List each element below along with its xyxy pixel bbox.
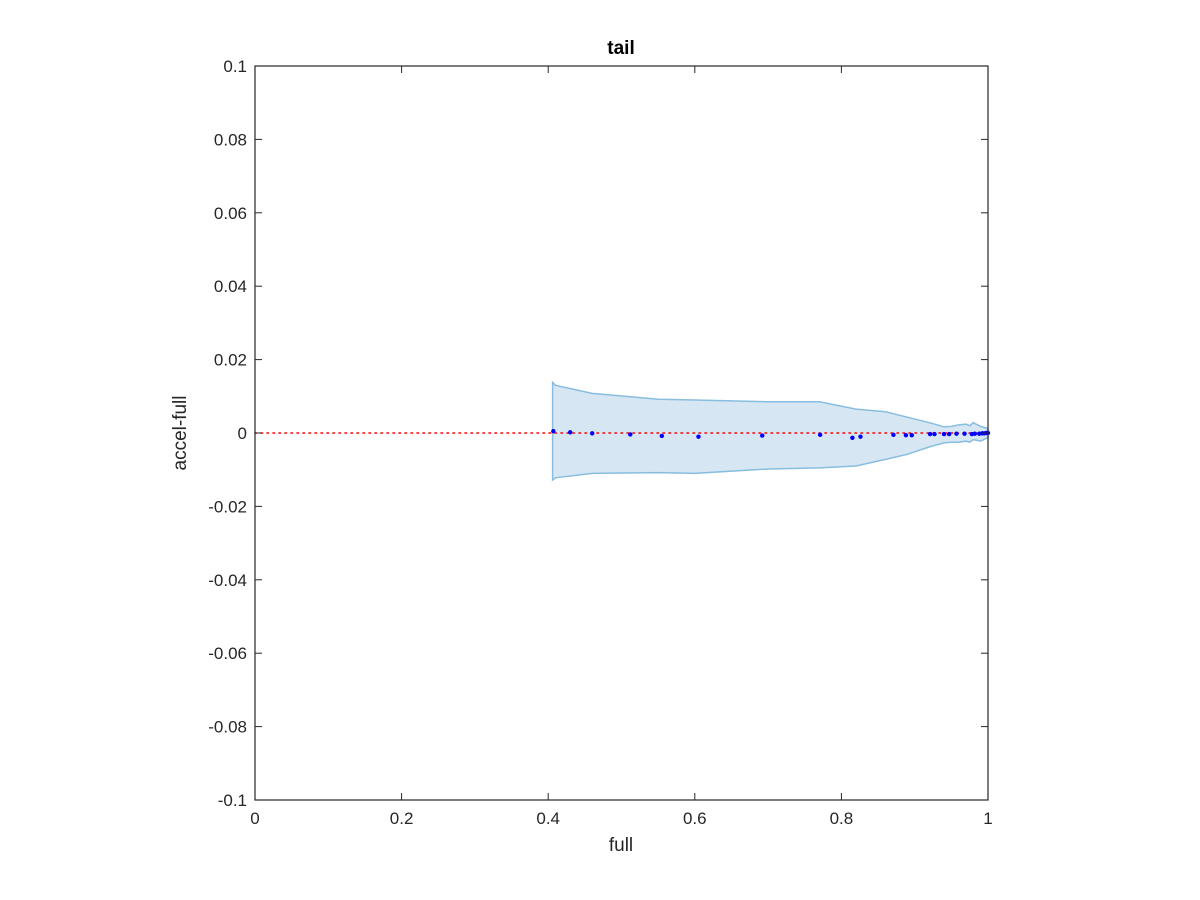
x-tick-label: 0.8: [830, 809, 854, 828]
y-tick-label: 0.1: [223, 57, 247, 76]
axes: 0 0.2 0.4 0.6 0.8 1 -0.1 -0.08 -0.06 -0.04 -0.02 0 0…: [208, 57, 992, 828]
y-tick-label: -0.04: [208, 571, 247, 590]
y-tick-label: -0.02: [208, 497, 247, 516]
data-point: [927, 431, 933, 437]
x-tick-label: 0.2: [390, 809, 414, 828]
data-point: [589, 431, 595, 436]
data-point: [659, 433, 665, 439]
x-tick-label: 0.6: [683, 809, 707, 828]
x-tick-label: 0: [250, 809, 259, 828]
y-tick-label: -0.06: [208, 644, 247, 663]
data-point: [858, 434, 863, 439]
data-point: [954, 431, 959, 436]
data-point: [891, 432, 896, 438]
data-point: [760, 433, 765, 438]
y-tick-label: 0.08: [214, 130, 247, 149]
data-point: [946, 431, 952, 437]
x-tick-label: 1: [983, 809, 992, 828]
data-point: [567, 430, 573, 435]
data-point: [962, 431, 967, 436]
x-axis-label: full: [609, 835, 633, 856]
y-tick-label: 0.04: [214, 277, 247, 296]
data-point: [941, 431, 947, 437]
data-point: [850, 435, 855, 440]
chart-title: tail: [607, 38, 634, 59]
y-tick-label: -0.08: [208, 718, 247, 737]
data-point: [817, 432, 823, 438]
y-tick-label: 0.06: [214, 204, 247, 223]
confidence-band: [551, 380, 989, 482]
x-tick-label: 0.4: [536, 809, 560, 828]
y-tick-label: 0.02: [214, 351, 247, 370]
y-tick-label: -0.1: [218, 791, 247, 810]
data-point: [903, 433, 909, 438]
data-point: [628, 432, 633, 437]
plot-area: [254, 380, 991, 482]
data-point: [932, 431, 937, 437]
data-point: [696, 434, 701, 439]
y-axis-label: accel-full: [170, 396, 191, 471]
data-point: [909, 433, 914, 438]
data-point: [972, 431, 978, 436]
data-point: [551, 428, 556, 434]
y-tick-label: 0: [238, 424, 247, 443]
